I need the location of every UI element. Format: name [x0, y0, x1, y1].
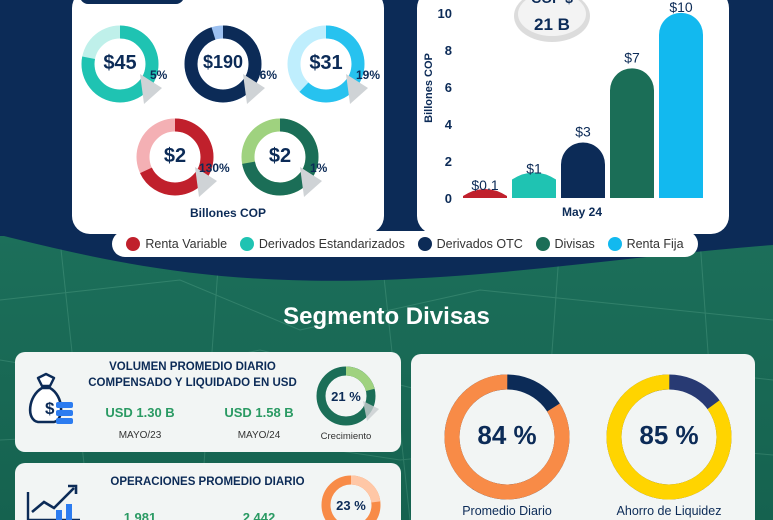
bar-chart: Billones COP 0 2 4 6 8 10 $0.1 $1 $3 $7 $10 COP $ 21 … [423, 0, 703, 219]
legend-item: Derivados OTC [417, 237, 523, 251]
operations-value-b: 2,442 [242, 510, 276, 520]
y-tick-label: 10 [438, 6, 452, 21]
legend-label: Derivados Estandarizados [258, 237, 405, 251]
legend-swatch [417, 237, 432, 251]
svg-text:$: $ [45, 399, 55, 418]
legend-item: Renta Fija [607, 237, 684, 251]
money-bag-icon: $ [28, 372, 73, 424]
legend-item: Renta Variable [126, 237, 227, 251]
total-top-label: COP $ [531, 0, 573, 6]
bar [659, 12, 703, 198]
savings-label: Promedio Diario [462, 504, 552, 518]
segment-value: $2 [268, 145, 292, 167]
legend-item: Derivados Estandarizados [239, 237, 405, 251]
volume-value-a: USD 1.30 B [105, 405, 175, 420]
segment-donut: $190 66% [181, 22, 277, 106]
y-tick-label: 6 [445, 80, 452, 95]
volume-title-line2: COMPENSADO Y LIQUIDADO EN USD [88, 377, 297, 389]
segment-percent: 19% [356, 68, 381, 82]
segment-value: $45 [103, 52, 137, 74]
volume-value-b: USD 1.58 B [224, 405, 294, 420]
savings-value: 85 % [639, 420, 699, 450]
segment-percent: 1% [310, 161, 328, 175]
volume-label-a: MAYO/23 [118, 430, 162, 441]
bar [610, 68, 654, 198]
volume-title-line1: VOLUMEN PROMEDIO DIARIO [109, 361, 276, 373]
segment-value: $190 [202, 52, 244, 72]
operations-growth-donut: 23 % [321, 475, 381, 520]
legend-label: Renta Variable [145, 237, 228, 251]
savings-value: 84 % [477, 420, 537, 450]
y-axis-label: Billones COP [423, 53, 435, 123]
segment-value: $2 [163, 145, 187, 167]
bar-value-label: $1 [526, 160, 542, 176]
x-axis-label: May 24 [562, 205, 602, 219]
bar [561, 142, 605, 198]
segment-donut: $31 19% [284, 22, 380, 106]
savings-label: Ahorro de Liquidez [616, 504, 722, 518]
segment-percent: 130% [199, 161, 230, 175]
bar-value-label: $3 [575, 123, 591, 139]
y-tick-label: 0 [445, 191, 452, 206]
growth-chart-icon [26, 484, 80, 520]
operations-value-a: 1,981 [123, 510, 157, 520]
operations-card [15, 463, 401, 520]
segment-percent: 5% [150, 68, 168, 82]
legend-label: Renta Fija [626, 237, 684, 251]
left-caption: Billones COP [189, 206, 266, 220]
volume-growth-pct: 21 % [331, 389, 361, 404]
segment-donut: $2 130% [133, 115, 230, 199]
panel-tab [80, 0, 184, 4]
legend-label: Derivados OTC [436, 237, 523, 251]
legend-swatch [607, 237, 622, 251]
operations-title: OPERACIONES PROMEDIO DIARIO [110, 476, 305, 488]
y-tick-label: 8 [445, 43, 452, 58]
bar-value-label: $10 [669, 0, 693, 15]
volume-growth-label: Crecimiento [320, 431, 372, 442]
legend-swatch [239, 237, 254, 251]
bar [463, 189, 507, 198]
segment-percent: 66% [253, 68, 278, 82]
legend-item: Divisas [535, 237, 595, 251]
bar-value-label: $0.1 [471, 177, 498, 193]
savings-donut: 85 % Ahorro de Liquidez [602, 370, 736, 520]
savings-donut: 84 % Promedio Diario [440, 370, 574, 520]
segment-value: $31 [309, 52, 343, 74]
legend-swatch [535, 237, 550, 251]
bar-value-label: $7 [624, 49, 640, 65]
segment-donut: $2 1% [238, 115, 327, 199]
total-value: 21 B [534, 15, 570, 34]
volume-label-b: MAYO/24 [237, 430, 281, 441]
section-title: Segmento Divisas [283, 303, 490, 330]
operations-growth-pct: 23 % [336, 498, 366, 513]
volume-growth-donut: 21 % [316, 366, 379, 426]
bar [512, 172, 556, 198]
chart-legend: Renta Variable Derivados Estandarizados De… [112, 231, 698, 257]
total-badge-inner [518, 0, 586, 36]
y-tick-label: 4 [445, 117, 453, 132]
legend-swatch [126, 237, 141, 251]
legend-label: Divisas [554, 237, 595, 251]
y-tick-label: 2 [445, 154, 452, 169]
segment-donut: $45 5% [78, 22, 167, 106]
